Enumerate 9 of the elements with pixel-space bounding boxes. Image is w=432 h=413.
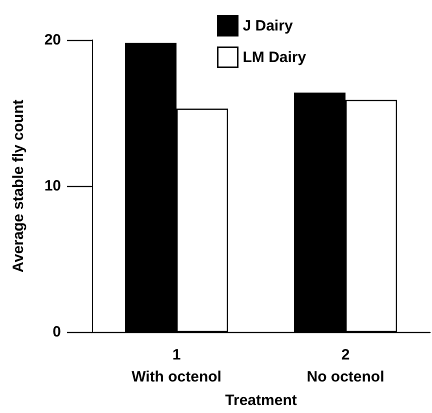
legend-label: LM Dairy (242, 48, 307, 66)
x-tick-label: 1 With octenol (132, 346, 222, 386)
y-tick-label: 0 (52, 324, 61, 341)
y-tick-label: 10 (44, 178, 61, 195)
x-tick-label: 2 No octenol (306, 346, 384, 386)
y-tick-label: 20 (44, 32, 61, 48)
y-axis-title: Average stable fly count (10, 100, 27, 272)
legend-label: J Dairy (242, 17, 294, 34)
x-axis-title: Treatment (225, 392, 297, 409)
